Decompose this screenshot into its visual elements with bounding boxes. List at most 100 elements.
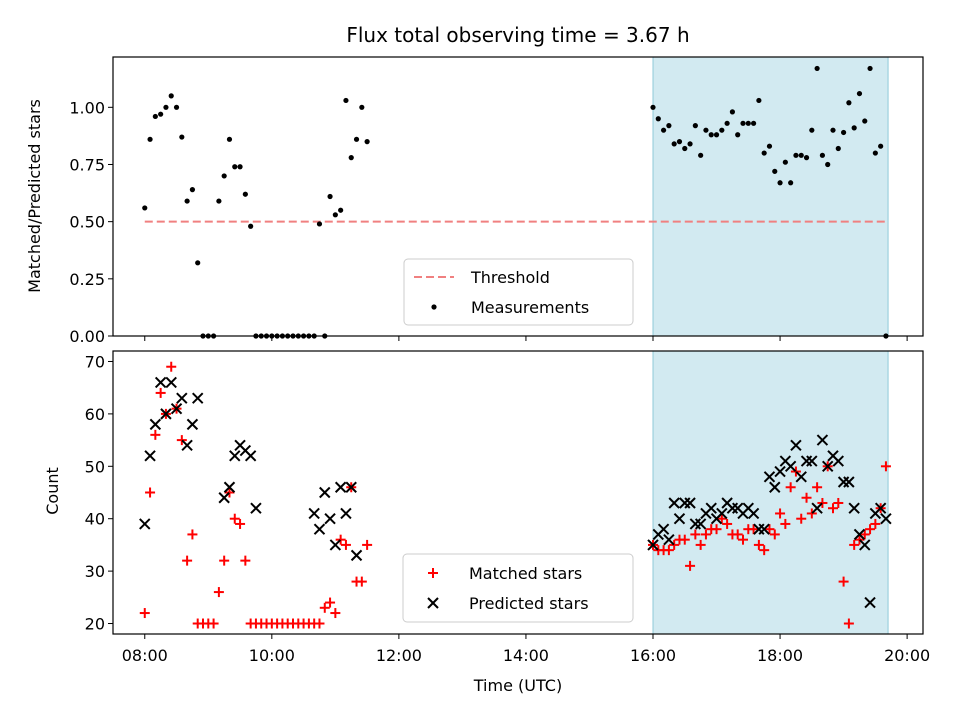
predicted-star-point: [774, 465, 786, 478]
y-tick-label: 30: [85, 562, 105, 581]
predicted-star-point: [165, 376, 177, 389]
predicted-star-point: [790, 439, 802, 452]
predicted-star-point: [313, 523, 326, 535]
matched-star-point: [187, 529, 198, 540]
matched-star-point: [150, 429, 161, 440]
legend-predicted-swatch: [427, 597, 439, 609]
predicted-star-point: [329, 539, 342, 551]
measurement-point: [729, 109, 736, 115]
predicted-star-point: [186, 418, 199, 431]
measurement-point: [788, 180, 794, 186]
measurement-point: [814, 65, 820, 72]
measurement-point: [682, 145, 688, 152]
x-tick-label: 18:00: [757, 646, 803, 665]
matched-star-point: [796, 513, 807, 524]
y-tick-label: 0.25: [69, 270, 105, 289]
measurement-point: [835, 145, 841, 152]
measurement-point: [761, 150, 767, 156]
y-tick-label: 0.75: [69, 155, 105, 174]
measurement-point: [840, 129, 847, 136]
matched-star-point: [764, 524, 775, 535]
predicted-star-point: [758, 523, 770, 535]
legend-measurements-label: Measurements: [471, 298, 589, 317]
matched-star-point: [182, 555, 193, 566]
predicted-star-point: [806, 455, 818, 467]
predicted-star-point: [657, 523, 670, 535]
legend-threshold-label: Threshold: [470, 268, 550, 287]
predicted-star-point: [345, 481, 357, 493]
measurement-point: [163, 104, 169, 110]
top-y-ticks: 0.00 0.25 0.50 0.75 1.00: [69, 98, 113, 346]
bottom-y-axis-label: Count: [43, 467, 62, 515]
measurement-point: [719, 127, 725, 133]
measurement-point: [830, 127, 836, 133]
measurement-point: [772, 168, 778, 174]
matched-star-point: [240, 555, 251, 566]
top-panel: 0.00 0.25 0.50 0.75 1.00 Matched/Predicted s…: [25, 56, 924, 346]
measurement-point: [316, 221, 323, 227]
measurement-point: [660, 127, 667, 133]
legend-box: [403, 258, 634, 326]
matched-star-point: [838, 576, 849, 587]
y-tick-label: 1.00: [69, 98, 105, 117]
matched-star-point: [166, 361, 177, 372]
predicted-star-point: [149, 418, 162, 431]
predicted-star-point: [694, 518, 707, 530]
matched-star-point: [775, 508, 786, 519]
y-tick-label: 50: [85, 457, 105, 476]
measurement-point: [237, 164, 243, 170]
matched-star-point: [738, 534, 748, 545]
top-x-ticks: [144, 336, 908, 341]
matched-star-point: [854, 534, 865, 545]
predicted-star-point: [673, 512, 686, 525]
matched-star-point: [663, 545, 674, 556]
measurement-point: [766, 143, 773, 149]
measurement-point: [671, 141, 677, 147]
matched-star-point: [849, 539, 860, 550]
predicted-star-point: [350, 549, 363, 562]
matched-star-point: [685, 560, 696, 571]
measurement-point: [713, 132, 720, 138]
predicted-star-point: [334, 481, 347, 493]
matched-star-point: [801, 492, 812, 503]
measurement-point: [777, 180, 783, 186]
measurement-point: [655, 116, 661, 122]
measurement-point: [195, 260, 201, 266]
shaded-span: [652, 56, 889, 337]
matched-star-point: [145, 487, 156, 498]
matched-star-point: [732, 529, 743, 540]
measurement-point: [650, 104, 656, 110]
predicted-star-point: [250, 502, 262, 514]
predicted-star-point: [859, 539, 871, 551]
predicted-star-point: [229, 450, 241, 462]
measurement-point: [173, 104, 180, 110]
predicted-star-point: [853, 528, 866, 541]
legend-measurements-swatch: [431, 304, 437, 310]
matched-star-point: [362, 539, 373, 550]
y-tick-label: 0.50: [69, 213, 105, 232]
matched-star-point: [695, 539, 706, 550]
y-tick-label: 20: [85, 615, 105, 634]
matched-star-point: [865, 524, 876, 535]
legend-matched-label: Matched stars: [469, 564, 582, 583]
predicted-star-point: [223, 481, 236, 493]
predicted-star-point: [139, 518, 151, 530]
measurement-point: [248, 223, 254, 229]
measurement-point: [867, 65, 873, 72]
predicted-star-point: [784, 460, 797, 473]
predicted-star-point: [308, 507, 320, 520]
measurement-point: [676, 139, 683, 145]
x-tick-label: 16:00: [630, 646, 676, 665]
measurement-point: [184, 198, 190, 204]
measurement-point: [242, 191, 248, 197]
measurement-point: [740, 120, 746, 126]
predicted-star-point: [763, 471, 776, 483]
measurement-point: [708, 132, 714, 138]
measurement-point: [698, 152, 704, 158]
measurement-point: [666, 123, 672, 129]
legend-predicted-label: Predicted stars: [469, 594, 589, 613]
predicted-star-point: [324, 512, 336, 525]
measurement-point: [803, 155, 810, 161]
measurement-point: [152, 113, 158, 120]
matched-star-point: [330, 608, 341, 619]
